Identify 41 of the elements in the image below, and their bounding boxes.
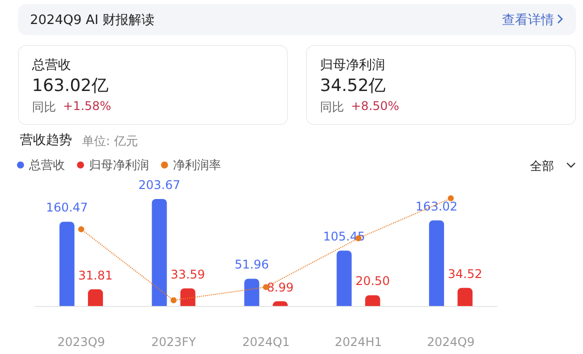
legend-label: 净利润率 [173, 158, 221, 172]
chart-subtitle: 单位: 亿元 [82, 133, 138, 150]
bar [336, 250, 352, 306]
data-label: 20.50 [355, 274, 390, 288]
bar [458, 288, 473, 306]
text: +1.58% [63, 99, 112, 113]
data-label: 105.45 [323, 230, 366, 244]
bar [429, 220, 444, 306]
legend-label: 总营收 [28, 158, 65, 172]
point [78, 226, 84, 232]
text: 34.52亿 [320, 75, 386, 97]
x-tick-label: 2024Q9 [426, 335, 475, 349]
bar [88, 289, 103, 306]
data-label: 34.52 [448, 266, 482, 281]
bar [180, 288, 196, 306]
text: 营收趋势 [20, 132, 72, 149]
text: 总营收 [32, 57, 71, 74]
text: +8.50% [351, 99, 400, 113]
x-tick-label: 2023FY [151, 335, 197, 349]
text: 163.02亿 [32, 75, 108, 97]
x-tick-label: 2024Q1 [242, 335, 290, 349]
x-tick-label: 2023Q9 [57, 335, 106, 349]
data-label: 203.67 [138, 178, 180, 192]
data-label: 33.59 [170, 267, 206, 282]
data-label: 8.99 [266, 280, 294, 294]
bar [244, 278, 260, 306]
x-tick-label: 2024H1 [334, 335, 382, 349]
chart-title: 2024Q9 AI 财报解读 [30, 12, 155, 29]
text: 全部 [530, 158, 554, 175]
point [170, 297, 177, 304]
text: 查看详情 [502, 12, 554, 29]
text: 归母净利润 [320, 57, 385, 74]
bar [59, 222, 74, 306]
data-label: 51.96 [234, 258, 269, 272]
bar [152, 199, 167, 306]
text: 同比 [32, 99, 56, 116]
text: 同比 [320, 99, 344, 116]
data-label: 160.47 [46, 200, 88, 215]
legend-label: 归母净利润 [89, 158, 149, 172]
bar [365, 295, 380, 306]
data-label: 31.81 [78, 268, 113, 282]
